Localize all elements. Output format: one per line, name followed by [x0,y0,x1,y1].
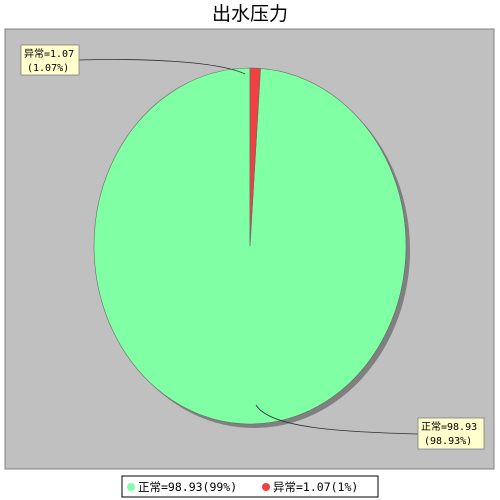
slice-label-normal-box [417,417,485,450]
slice-label-abnormal-box [20,44,80,76]
legend-label-abnormal: 异常=1.07(1%) [273,480,358,494]
pie-group [93,67,410,428]
slice-label-normal-percent: (98.93%) [424,436,472,447]
slice-label-abnormal-leader [78,59,246,75]
slice-label-normal-leader [255,404,419,435]
slice-labels: 异常=1.07 (1.07%) 正常=98.93 (98.93%) [20,44,485,450]
legend-swatch-normal [127,483,135,491]
slice-label-abnormal-percent: (1.07%) [27,63,69,74]
legend-label-normal: 正常=98.93(99%) [138,480,237,494]
slice-label-abnormal-value: 异常=1.07 [24,47,74,60]
slice-label-normal: 正常=98.93 (98.93%) [255,404,485,450]
slice-label-normal-value: 正常=98.93 [421,420,477,433]
slice-abnormal [249,67,261,247]
chart-title: 出水压力 [212,3,288,25]
legend-swatch-abnormal [262,483,270,491]
slice-label-abnormal: 异常=1.07 (1.07%) [20,44,246,76]
legend-box [121,475,379,498]
legend: 正常=98.93(99%) 异常=1.07(1%) [121,475,379,498]
